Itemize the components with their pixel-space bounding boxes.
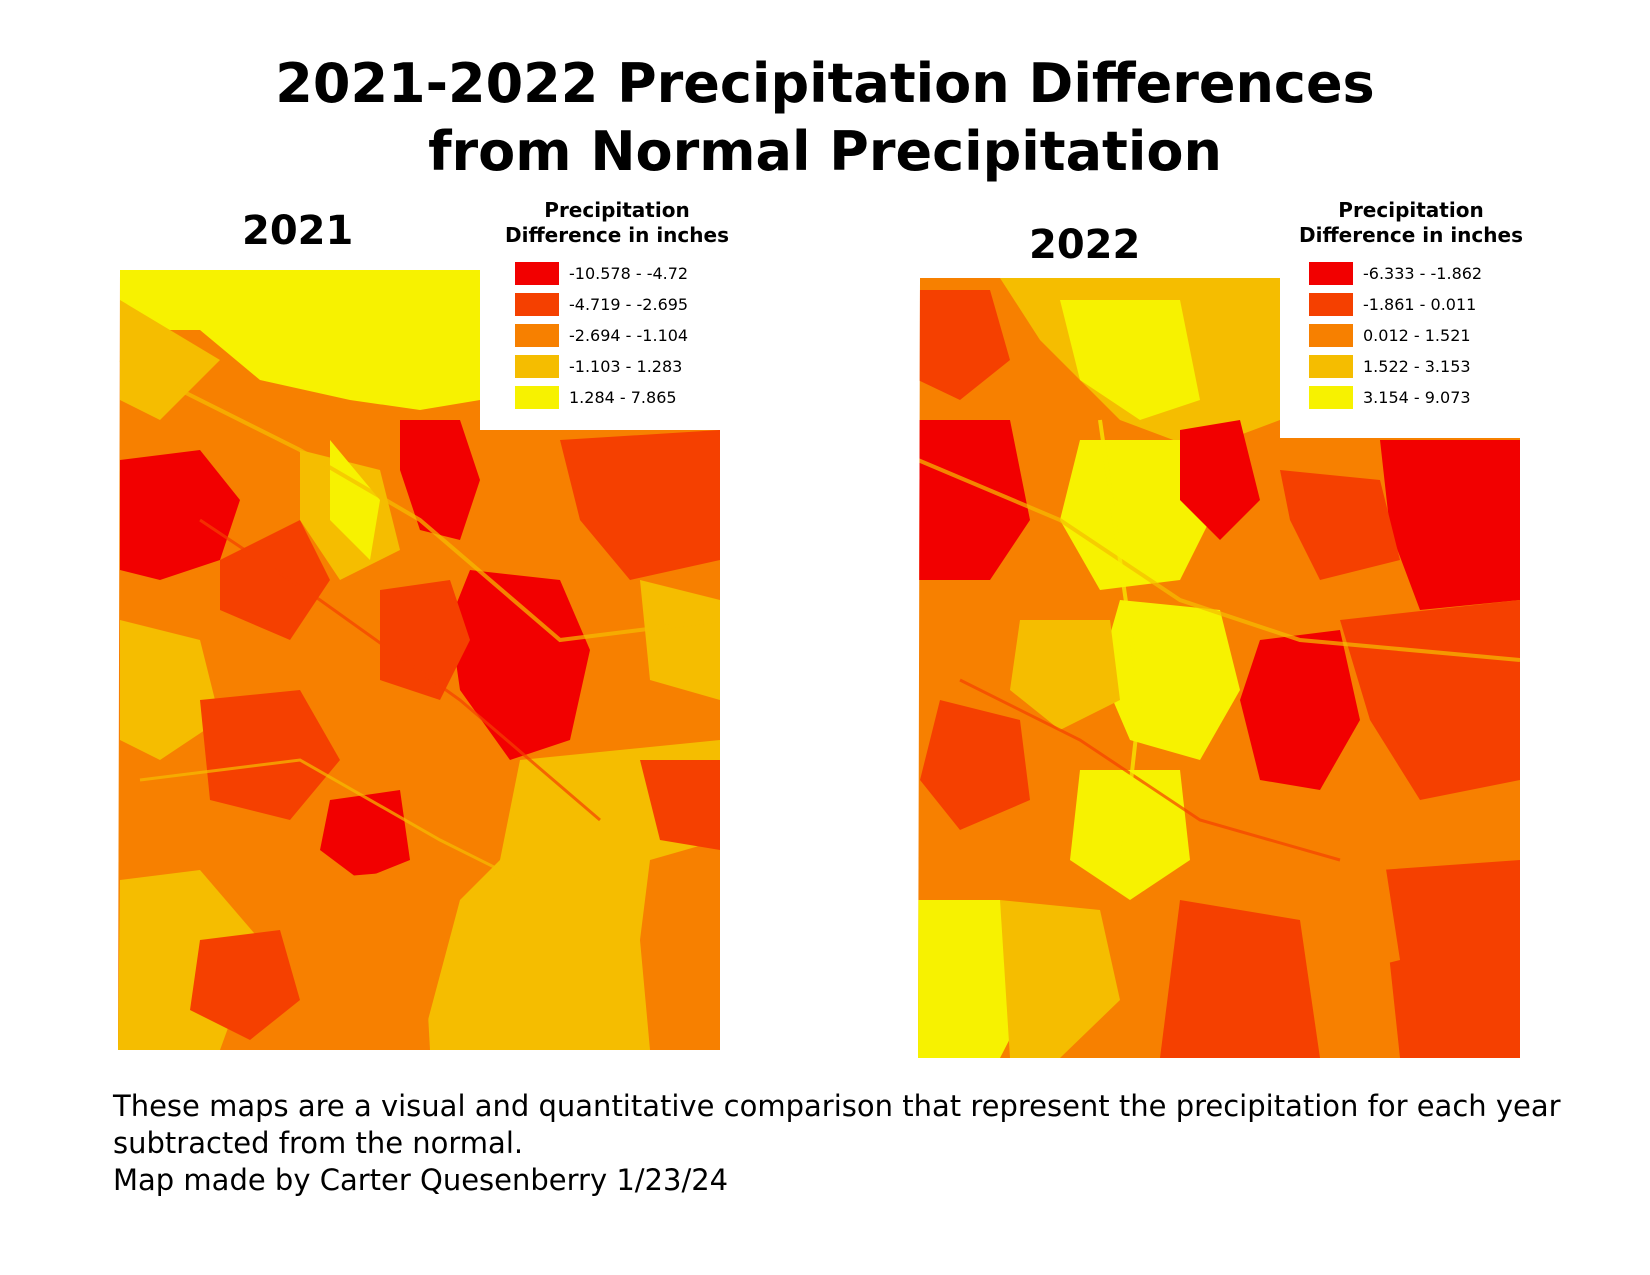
legend-title-line-1: Precipitation (544, 198, 690, 222)
legend-range: 0.012 - 1.521 (1363, 326, 1471, 345)
legend-range: 3.154 - 9.073 (1363, 388, 1471, 407)
legend-title: Precipitation Difference in inches (1291, 198, 1531, 248)
legend-range: -1.103 - 1.283 (569, 357, 683, 376)
author-credit: Map made by Carter Quesenberry 1/23/24 (113, 1163, 729, 1197)
legend-item: -1.861 - 0.011 (1291, 289, 1531, 320)
map-title: 2021-2022 Precipitation Differences from… (0, 50, 1650, 186)
legend-item: 0.012 - 1.521 (1291, 320, 1531, 351)
legend-item: 1.284 - 7.865 (497, 382, 737, 413)
legend-title-line-2: Difference in inches (1299, 223, 1523, 247)
legend-swatch (515, 262, 559, 285)
legend-range: -1.861 - 0.011 (1363, 295, 1477, 314)
legend-range: 1.284 - 7.865 (569, 388, 677, 407)
legend-swatch (1309, 293, 1353, 316)
legend-item: 1.522 - 3.153 (1291, 351, 1531, 382)
caption-line-1: These maps are a visual and quantitative… (113, 1089, 1561, 1123)
legend-swatch (515, 386, 559, 409)
legend-item: -6.333 - -1.862 (1291, 258, 1531, 289)
map-year-label-2022: 2022 (1029, 222, 1141, 268)
legend-2022: Precipitation Difference in inches -6.33… (1291, 198, 1531, 413)
legend-range: -2.694 - -1.104 (569, 326, 689, 345)
legend-range: -10.578 - -4.72 (569, 264, 689, 283)
legend-range: 1.522 - 3.153 (1363, 357, 1471, 376)
legend-title-line-2: Difference in inches (505, 223, 729, 247)
legend-title-line-1: Precipitation (1338, 198, 1484, 222)
map-2021-raster (118, 270, 720, 1050)
legend-item: -2.694 - -1.104 (497, 320, 737, 351)
legend-item: -4.719 - -2.695 (497, 289, 737, 320)
legend-item: -10.578 - -4.72 (497, 258, 737, 289)
legend-range: -4.719 - -2.695 (569, 295, 689, 314)
legend-2021: Precipitation Difference in inches -10.5… (497, 198, 737, 413)
title-line-2: from Normal Precipitation (428, 120, 1222, 183)
title-line-1: 2021-2022 Precipitation Differences (275, 52, 1375, 115)
legend-swatch (515, 293, 559, 316)
legend-range: -6.333 - -1.862 (1363, 264, 1483, 283)
map-caption: These maps are a visual and quantitative… (113, 1088, 1593, 1199)
legend-swatch (515, 324, 559, 347)
legend-swatch (1309, 262, 1353, 285)
map-year-label-2021: 2021 (242, 208, 354, 254)
caption-line-2: subtracted from the normal. (113, 1126, 524, 1160)
legend-swatch (1309, 386, 1353, 409)
legend-item: 3.154 - 9.073 (1291, 382, 1531, 413)
legend-swatch (1309, 355, 1353, 378)
legend-title: Precipitation Difference in inches (497, 198, 737, 248)
legend-swatch (515, 355, 559, 378)
legend-item: -1.103 - 1.283 (497, 351, 737, 382)
legend-swatch (1309, 324, 1353, 347)
